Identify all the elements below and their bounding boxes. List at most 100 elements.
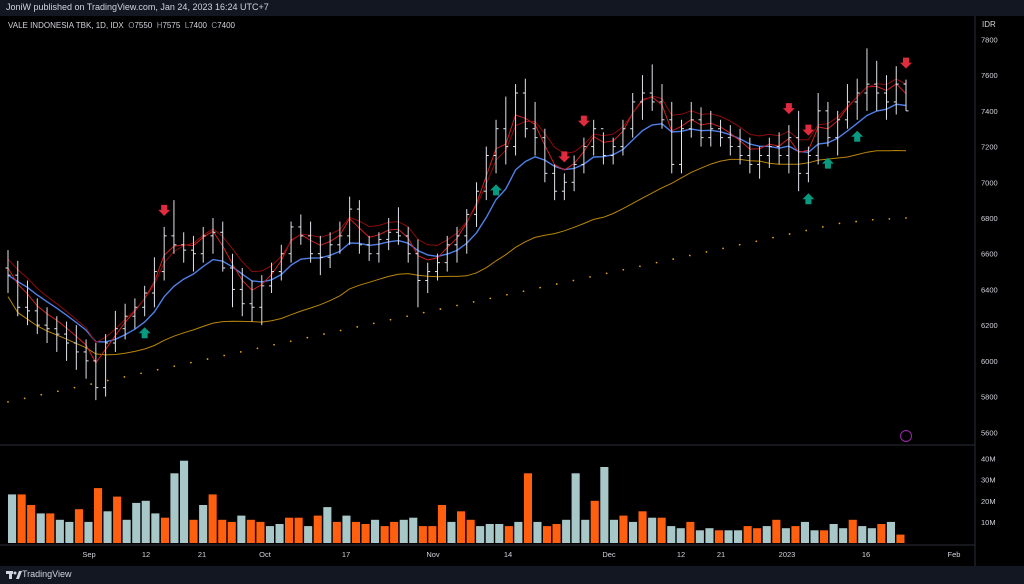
volume-bar — [867, 528, 876, 543]
sma-dotted-point — [306, 336, 309, 339]
price-chart[interactable]: 7800 7600 7400 7200 7000 6800 6600 6400 6200 6000… — [0, 0, 1024, 566]
ohlc-bar — [395, 207, 401, 245]
sma-dotted-point — [289, 340, 292, 343]
ohlc-bar — [425, 262, 431, 293]
volume-bar — [94, 488, 103, 543]
ohlc-bar — [112, 310, 118, 352]
sma-dotted-point — [772, 236, 774, 239]
ohlc-bar — [249, 280, 255, 322]
ohlc-bar — [230, 253, 235, 308]
volume-tick-label: 40M — [981, 455, 996, 464]
ohlc-bar — [571, 155, 577, 192]
publish-info: JoniW published on TradingView.com, Jan … — [6, 2, 269, 12]
sma-dotted-point — [655, 261, 658, 264]
price-tick-label: 6200 — [981, 321, 998, 330]
ohlc-bar — [503, 96, 509, 165]
ohlc-bar — [366, 235, 372, 261]
ohlc-bar — [766, 137, 772, 168]
volume-bar — [151, 513, 160, 543]
ohlc-bar — [337, 221, 343, 254]
sma-dotted-point — [56, 390, 59, 393]
ohlc-bar — [83, 339, 89, 379]
ohlc-bar — [883, 75, 889, 120]
sma-dotted-point — [323, 333, 325, 335]
sma-dotted-point — [505, 293, 508, 296]
volume-bar — [447, 521, 456, 543]
volume-bar — [466, 519, 475, 543]
volume-bar — [724, 530, 733, 543]
ohlc-bar — [727, 125, 733, 156]
sma-dotted-point — [439, 308, 442, 310]
sma-dotted-point — [489, 297, 492, 300]
low-label: L — [184, 21, 190, 30]
ohlc-bar — [805, 146, 811, 183]
sma-dotted-point — [605, 272, 608, 275]
ohlc-bar — [679, 119, 684, 174]
sma-dotted-point — [239, 351, 242, 353]
volume-bar — [208, 494, 217, 543]
ohlc-bar — [347, 196, 353, 245]
time-tick-label: 12 — [677, 550, 685, 559]
volume-bar — [65, 521, 74, 543]
volume-bar — [170, 473, 179, 543]
close-value: 7400 — [217, 21, 235, 30]
sell-arrow-icon — [558, 151, 571, 163]
ohlc-bar — [610, 137, 616, 165]
ohlc-bar — [835, 110, 841, 156]
ohlc-bar — [356, 200, 362, 254]
volume-bar — [332, 521, 341, 543]
ohlc-bar — [864, 48, 870, 111]
sma-dotted-point — [555, 283, 558, 285]
sma-dotted-point — [190, 361, 192, 364]
ohlc-bar — [298, 214, 304, 245]
currency-label: IDR — [982, 20, 996, 29]
volume-bar — [829, 524, 838, 543]
volume-bar — [380, 526, 389, 543]
volume-bar — [428, 526, 437, 543]
ohlc-bar — [210, 218, 216, 254]
ohlc-bar — [649, 64, 655, 111]
ohlc-bar — [669, 101, 675, 174]
sma-dotted-point — [805, 229, 808, 232]
ohlc-bar — [239, 268, 245, 317]
ohlc-bar — [122, 303, 128, 340]
ohlc-bar — [532, 101, 538, 156]
volume-bar — [457, 511, 466, 543]
volume-bar — [8, 494, 17, 543]
ohlc-bar — [522, 78, 528, 138]
ohlc-bar — [893, 66, 899, 115]
volume-bar — [160, 517, 169, 543]
volume-bar — [667, 526, 676, 543]
ohlc-bar — [591, 119, 597, 156]
price-tick-label: 7800 — [981, 35, 998, 44]
volume-bar — [275, 524, 284, 543]
volume-bar — [552, 524, 561, 543]
volume-bar — [638, 511, 647, 543]
sma-dotted-point — [639, 265, 641, 268]
price-tick-label: 6400 — [981, 285, 998, 294]
volume-bar — [122, 519, 131, 543]
sma-dotted-point — [23, 397, 26, 400]
ohlc-bar — [815, 93, 821, 165]
ohlc-bar — [25, 280, 31, 326]
ohlc-bar — [288, 221, 294, 263]
flash-icon[interactable] — [900, 430, 912, 442]
bottom-bar: TradingView — [0, 566, 1024, 584]
ohlc-bar — [776, 132, 782, 165]
volume-bar — [657, 517, 666, 543]
volume-bar — [399, 519, 408, 543]
time-tick-label: 12 — [142, 550, 150, 559]
volume-bar — [485, 524, 494, 543]
ohlc-bar — [513, 84, 519, 156]
sma-dotted-point — [522, 290, 525, 293]
volume-bar — [705, 528, 714, 543]
ohlc-bar — [132, 298, 138, 329]
sma-dotted-point — [622, 268, 625, 271]
volume-bar — [533, 521, 542, 543]
sma-dotted-point — [838, 222, 841, 225]
ohlc-bar — [376, 232, 382, 263]
volume-bar — [772, 519, 781, 543]
ohlc-bar — [561, 173, 567, 201]
sell-arrow-icon — [900, 57, 912, 69]
volume-bar — [676, 528, 685, 543]
